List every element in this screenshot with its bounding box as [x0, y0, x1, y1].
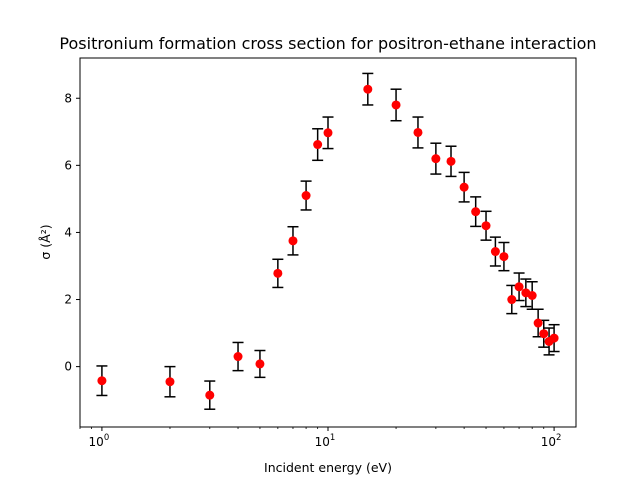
x-axis-label: Incident energy (eV) [264, 460, 392, 475]
data-point [431, 154, 441, 164]
data-point [446, 156, 456, 166]
data-point [273, 268, 283, 278]
data-point [539, 329, 549, 339]
data-point [391, 100, 401, 110]
y-tick-label: 0 [64, 360, 72, 374]
data-markers [97, 84, 559, 400]
x-tick-label: 102 [541, 433, 562, 449]
data-point [233, 352, 243, 362]
x-axis: 100 101 102 [79, 427, 562, 449]
data-point [165, 377, 175, 387]
chart-title: Positronium formation cross section for … [59, 34, 596, 53]
y-axis-label: σ (Å²) [38, 224, 53, 259]
data-point [549, 333, 559, 343]
data-point [471, 207, 481, 217]
data-point [313, 140, 323, 150]
data-point [490, 247, 500, 257]
data-point [288, 236, 298, 246]
y-tick-label: 4 [64, 225, 72, 239]
data-point [97, 376, 107, 386]
data-point [205, 390, 215, 400]
data-point [459, 182, 469, 192]
plot-frame [79, 57, 577, 428]
y-tick-label: 2 [64, 293, 72, 307]
data-point [363, 84, 373, 94]
data-point [514, 282, 524, 292]
data-point [507, 295, 517, 305]
data-point [301, 191, 311, 201]
x-tick-label: 101 [315, 433, 336, 449]
y-axis: 0 2 4 6 8 [64, 91, 80, 374]
data-point [323, 128, 333, 138]
data-point [533, 318, 543, 328]
data-point [255, 359, 265, 369]
data-point [481, 221, 491, 231]
data-point [413, 127, 423, 137]
y-tick-label: 6 [64, 158, 72, 172]
data-point [527, 291, 537, 301]
data-point [499, 252, 509, 262]
x-tick-label: 100 [89, 433, 110, 449]
y-tick-label: 8 [64, 91, 72, 105]
